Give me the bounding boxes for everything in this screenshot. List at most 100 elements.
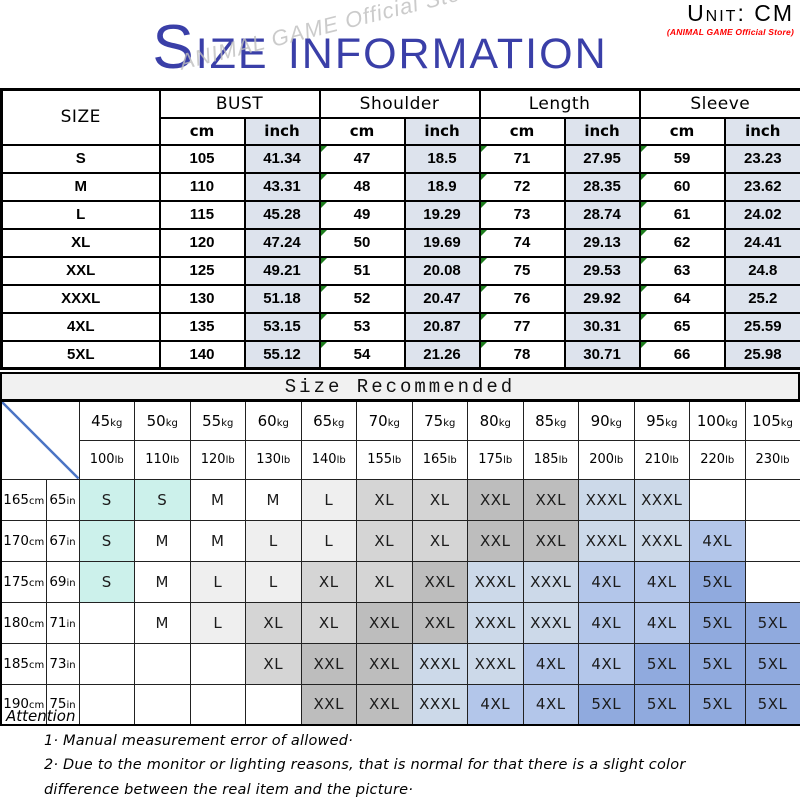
- recommend-empty-cell: [189, 642, 246, 685]
- size-value: 47: [318, 143, 406, 174]
- recommend-size-cell: 4XL: [467, 683, 524, 726]
- size-value: 110: [158, 171, 246, 202]
- recommend-size-cell: XXXL: [411, 683, 468, 726]
- recommend-size-cell: 5XL: [689, 683, 746, 726]
- unit-suffix: in: [66, 700, 76, 712]
- height-in-label: 75in: [45, 683, 80, 726]
- weight-lb-header: 200lb: [578, 439, 635, 480]
- unit-suffix: in: [66, 618, 76, 630]
- weight-lb-header: 110lb: [134, 439, 191, 480]
- size-value: 66: [638, 339, 726, 370]
- size-value: 30.71: [563, 339, 641, 370]
- size-value: 29.53: [563, 255, 641, 286]
- weight-lb-header: 100lb: [78, 439, 135, 480]
- weight-kg-header: 85kg: [522, 400, 579, 441]
- unit-suffix: in: [66, 577, 76, 589]
- size-value: 41.34: [243, 143, 321, 174]
- recommend-size-cell: M: [245, 478, 302, 521]
- recommend-size-cell: 4XL: [522, 642, 579, 685]
- recommend-size-cell: 4XL: [633, 601, 690, 644]
- recommend-size-cell: XL: [356, 560, 413, 603]
- recommend-empty-cell: [744, 519, 800, 562]
- store-label: (ANIMAL GAME Official Store): [666, 27, 794, 38]
- size-value: 52: [318, 283, 406, 314]
- recommend-size-cell: S: [78, 478, 135, 521]
- recommend-size-cell: L: [245, 560, 302, 603]
- unit-suffix: lb: [114, 455, 124, 466]
- group-header-shoulder: Shoulder: [318, 88, 481, 119]
- recommend-size-cell: XXL: [411, 601, 468, 644]
- recommend-size-cell: XL: [300, 601, 357, 644]
- height-in-label: 65in: [45, 478, 80, 521]
- unit-suffix: kg: [332, 417, 345, 429]
- weight-kg-header: 75kg: [411, 400, 468, 441]
- size-value: 49.21: [243, 255, 321, 286]
- weight-lb-header: 185lb: [522, 439, 579, 480]
- unit-suffix: kg: [554, 417, 567, 429]
- size-label: M: [0, 171, 161, 202]
- size-value: 28.35: [563, 171, 641, 202]
- recommend-size-cell: XL: [411, 478, 468, 521]
- size-value: 18.9: [403, 171, 481, 202]
- recommend-empty-cell: [689, 478, 746, 521]
- recommend-size-cell: XXL: [300, 683, 357, 726]
- unit-suffix: kg: [110, 417, 123, 429]
- size-value: 60: [638, 171, 726, 202]
- recommend-size-cell: XXL: [411, 560, 468, 603]
- recommend-size-cell: XXXL: [467, 560, 524, 603]
- recommend-size-cell: L: [300, 519, 357, 562]
- size-value: 63: [638, 255, 726, 286]
- recommend-size-cell: S: [78, 519, 135, 562]
- size-value: 78: [478, 339, 566, 370]
- weight-kg-header: 100kg: [689, 400, 746, 441]
- recommend-empty-cell: [78, 601, 135, 644]
- unit-suffix: lb: [614, 455, 624, 466]
- recommend-row-185cm: 185cm 73in XL XXL XXL XXXL XXXL 4XL 4XL 5XL 5XL 5XL: [0, 642, 800, 685]
- unit-suffix: kg: [276, 417, 289, 429]
- size-value: 29.92: [563, 283, 641, 314]
- height-in-label: 73in: [45, 642, 80, 685]
- weight-lb-header: 130lb: [245, 439, 302, 480]
- unit-suffix: cm: [29, 577, 45, 589]
- size-row-XL: XL 120 47.24 50 19.69 74 29.13 62 24.41: [0, 227, 800, 258]
- recommend-row-180cm: 180cm 71in M L XL XL XXL XXL XXXL XXXL 4XL 4XL 5XL 5X…: [0, 601, 800, 644]
- subheader-cm: cm: [638, 116, 726, 146]
- size-recommended-banner: Size Recommended: [0, 372, 800, 401]
- weight-kg-row: 45kg 50kg 55kg 60kg 65kg 70kg 75kg 80kg 85kg 90kg…: [0, 400, 800, 480]
- size-value: 115: [158, 199, 246, 230]
- size-row-M: M 110 43.31 48 18.9 72 28.35 60 23.62: [0, 171, 800, 202]
- attention-notes: Attention 1· Manual measurement error of…: [6, 707, 794, 798]
- recommend-empty-cell: [744, 478, 800, 521]
- recommend-size-cell: 5XL: [689, 560, 746, 603]
- subheader-cm: cm: [158, 116, 246, 146]
- unit-suffix: lb: [281, 455, 291, 466]
- weight-kg-header: 65kg: [300, 400, 357, 441]
- unit-suffix: kg: [387, 417, 400, 429]
- recommend-row-165cm: 165cm 65in S S M M L XL XL XXL XXL XXXL XXXL: [0, 478, 800, 521]
- weight-lb-header: 120lb: [189, 439, 246, 480]
- recommend-size-cell: 5XL: [633, 683, 690, 726]
- recommend-size-cell: XXL: [467, 519, 524, 562]
- height-cm-label: 180cm: [0, 601, 47, 644]
- size-value: 64: [638, 283, 726, 314]
- size-label: XL: [0, 227, 161, 258]
- recommend-size-cell: XXXL: [578, 519, 635, 562]
- recommend-size-cell: 4XL: [578, 642, 635, 685]
- recommend-size-cell: 5XL: [689, 642, 746, 685]
- unit-suffix: lb: [503, 455, 513, 466]
- size-value: 20.87: [403, 311, 481, 342]
- subheader-inch: inch: [723, 116, 800, 146]
- recommend-empty-cell: [245, 683, 302, 726]
- weight-lb-row: 100lb 110lb 120lb 130lb 140lb 155lb 165lb 175lb…: [1, 439, 800, 480]
- recommend-size-cell: 5XL: [578, 683, 635, 726]
- size-value: 72: [478, 171, 566, 202]
- height-in-label: 71in: [45, 601, 80, 644]
- size-value: 54: [318, 339, 406, 370]
- recommend-empty-cell: [78, 683, 135, 726]
- size-value: 49: [318, 199, 406, 230]
- size-table-group-row: SIZE BUST Shoulder Length Sleeve: [0, 88, 800, 146]
- size-value: 51: [318, 255, 406, 286]
- recommend-size-cell: S: [134, 478, 191, 521]
- size-table-subheader-row: cm inch cm inch cm inch cm inch: [2, 116, 800, 146]
- recommend-size-cell: XXL: [522, 519, 579, 562]
